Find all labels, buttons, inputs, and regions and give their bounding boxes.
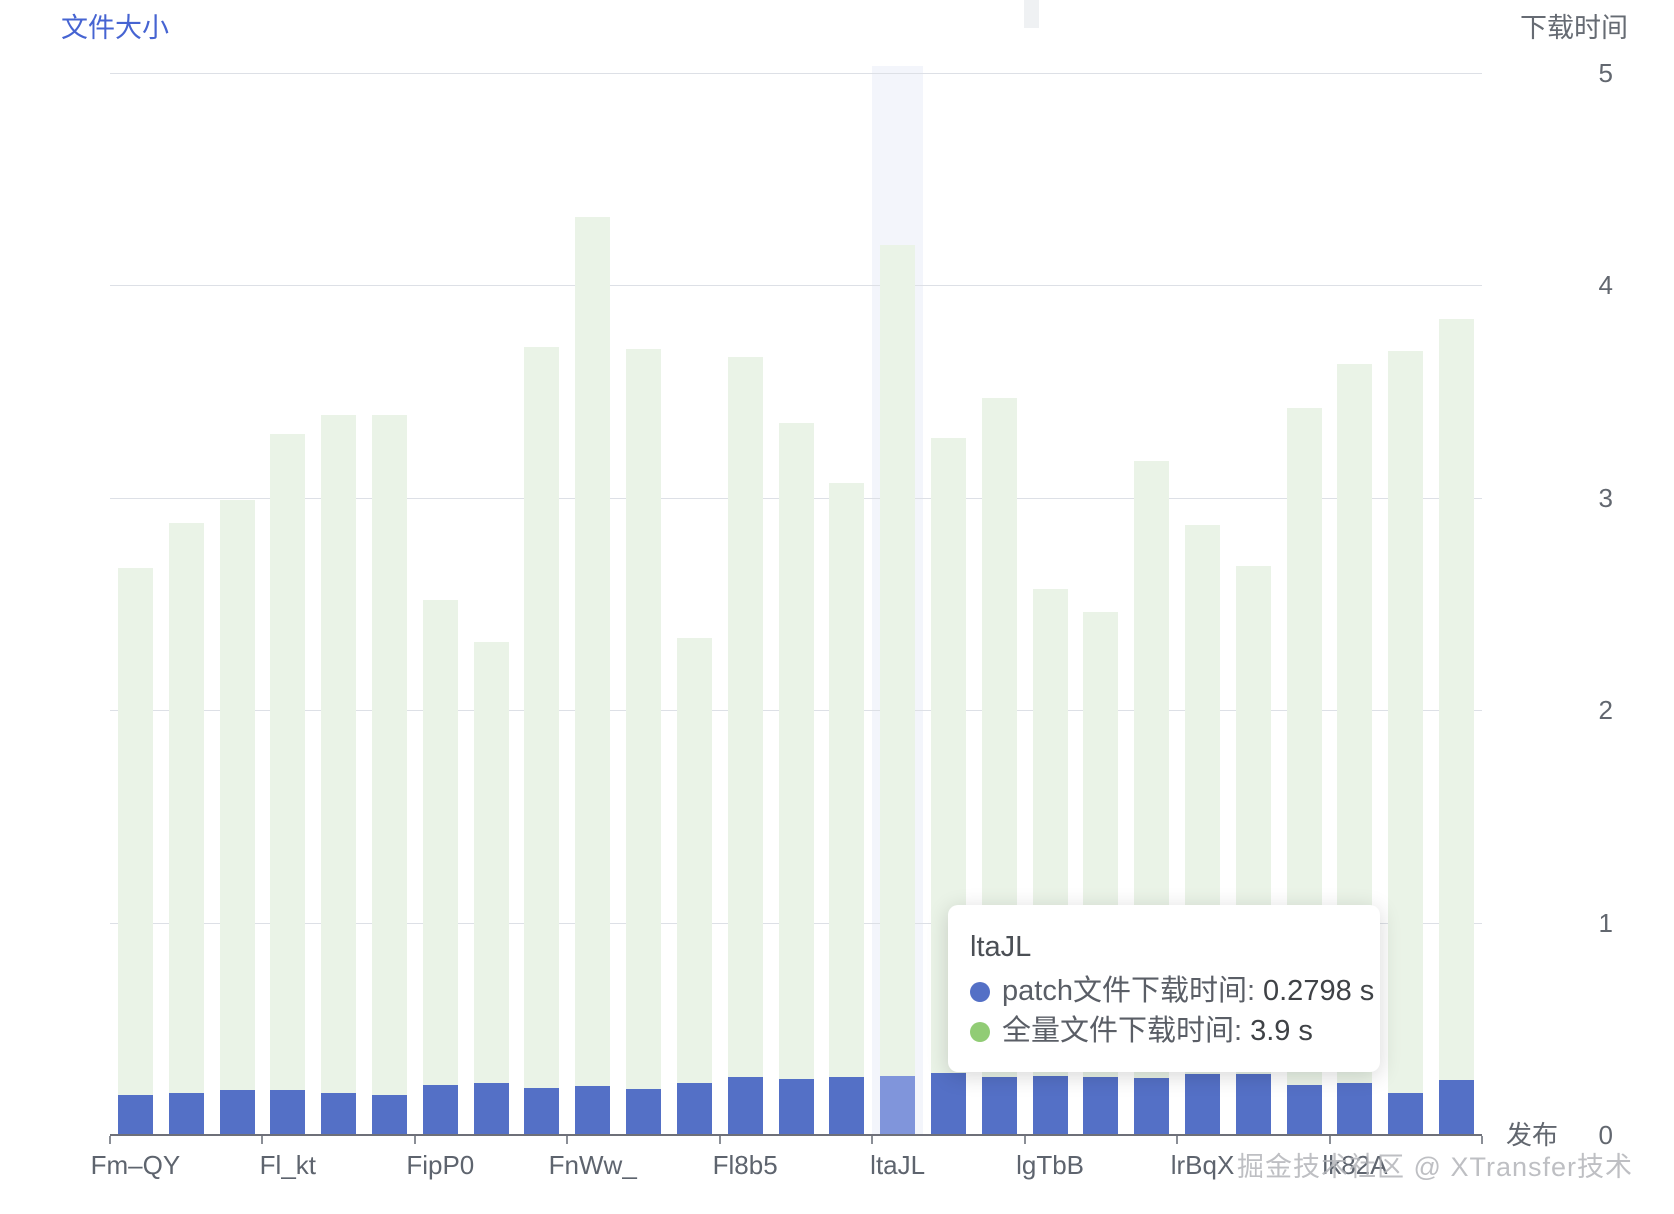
bar-patch-download-time[interactable] [1185,1074,1221,1135]
bar-patch-download-time[interactable] [880,1075,916,1135]
right-axis-tick-label: 4 [1598,270,1613,300]
tooltip-title: ltaJL [970,931,1032,963]
bar-patch-download-time[interactable] [676,1083,712,1135]
bar-patch-download-time[interactable] [829,1076,865,1135]
bar-full-download-time[interactable] [727,357,763,1135]
x-axis-category-label: Fl_kt [259,1150,317,1180]
bar-patch-download-time[interactable] [524,1087,560,1135]
tooltip-row-full: 全量文件下载时间: 3.9 s [970,1011,1360,1051]
bar-patch-download-time[interactable] [1439,1079,1475,1135]
x-axis-category-label: lk82A [1322,1150,1388,1180]
bar-full-download-time[interactable] [778,423,814,1135]
tooltip: ltaJL patch文件下载时间: 0.2798 s 全量文件下载时间: 3.9 … [948,905,1380,1072]
x-axis-tick [871,1136,874,1144]
tooltip-value-full: 3.9 s [1250,1015,1313,1047]
bar-full-download-time[interactable] [1439,319,1475,1135]
x-axis-tick [566,1136,569,1144]
bar-patch-download-time[interactable] [219,1090,255,1135]
right-axis-tick-label: 5 [1598,57,1613,88]
x-axis-tick [1481,1136,1483,1144]
bar-patch-download-time[interactable] [727,1077,763,1135]
bar-full-download-time[interactable] [219,499,255,1135]
bar-patch-download-time[interactable] [1388,1092,1424,1135]
x-axis-tick [1176,1136,1179,1144]
bar-full-download-time[interactable] [524,346,560,1135]
gridline [110,285,1482,286]
bar-full-download-time[interactable] [422,599,458,1135]
x-axis-line [110,1134,1482,1136]
series-marker-patch-icon [970,982,990,1002]
right-axis-tick-label: 0 [1598,1120,1613,1150]
screen-edge-artifact [1024,0,1039,28]
x-axis-tick [1023,1136,1026,1144]
x-axis-tick [109,1136,111,1144]
bar-patch-download-time[interactable] [778,1079,814,1135]
bar-full-download-time[interactable] [829,482,865,1135]
bar-full-download-time[interactable] [575,217,611,1135]
x-axis-category-label: lgTbB [1016,1150,1085,1180]
x-axis-tick [1328,1136,1331,1144]
x-axis-tick [413,1136,416,1144]
x-axis-tick [718,1136,721,1144]
bar-patch-download-time[interactable] [117,1094,153,1135]
tooltip-label-patch: patch文件下载时间: [1002,975,1255,1007]
bar-patch-download-time[interactable] [1286,1085,1322,1135]
right-axis-tick-label: 2 [1598,695,1613,725]
bar-patch-download-time[interactable] [930,1072,966,1135]
x-axis-tick [261,1136,264,1144]
bar-full-download-time[interactable] [626,348,662,1135]
bar-patch-download-time[interactable] [626,1089,662,1135]
bar-patch-download-time[interactable] [1337,1082,1373,1135]
bar-full-download-time[interactable] [117,567,153,1135]
tooltip-label-full: 全量文件下载时间: [1002,1015,1243,1047]
gridline [110,72,1482,74]
bar-patch-download-time[interactable] [981,1076,1017,1135]
x-axis-category-label: lrBqX [1170,1150,1235,1180]
watermark: 掘金技术社区 @ XTransfer技术 [1237,1152,1633,1182]
x-axis-name: 发布 [1506,1120,1559,1150]
bar-patch-download-time[interactable] [1083,1077,1119,1135]
bar-patch-download-time[interactable] [1032,1075,1068,1135]
right-axis-tick-label: 3 [1598,482,1613,513]
right-axis-title: 下载时间 [1520,13,1628,43]
bar-full-download-time[interactable] [321,414,357,1135]
series-marker-full-icon [970,1022,990,1042]
bar-patch-download-time[interactable] [1235,1074,1271,1135]
x-axis-category-label: Fm–QY [90,1150,181,1180]
x-axis-category-label: FipP0 [406,1150,475,1180]
bar-full-download-time[interactable] [880,244,916,1135]
bar-full-download-time[interactable] [676,637,712,1135]
bar-patch-download-time[interactable] [575,1086,611,1135]
bar-patch-download-time[interactable] [1134,1077,1170,1135]
bar-full-download-time[interactable] [1388,350,1424,1135]
right-axis-tick-label: 1 [1598,907,1613,938]
x-axis-category-label: Fl8b5 [712,1150,778,1180]
x-axis-category-label: FnWw_ [548,1150,637,1180]
bar-patch-download-time[interactable] [270,1090,306,1135]
bar-full-download-time[interactable] [168,523,204,1135]
left-axis-title: 文件大小 [61,13,169,43]
bar-patch-download-time[interactable] [371,1094,407,1135]
tooltip-row-patch: patch文件下载时间: 0.2798 s [970,971,1374,1011]
bar-patch-download-time[interactable] [321,1092,357,1135]
bar-full-download-time[interactable] [270,433,306,1135]
bar-full-download-time[interactable] [371,414,407,1135]
bar-full-download-time[interactable] [473,642,509,1135]
bar-patch-download-time[interactable] [422,1085,458,1135]
bar-patch-download-time[interactable] [168,1092,204,1135]
bar-patch-download-time[interactable] [473,1083,509,1135]
tooltip-value-patch: 0.2798 s [1263,975,1375,1007]
x-axis-category-label: ltaJL [870,1150,926,1180]
